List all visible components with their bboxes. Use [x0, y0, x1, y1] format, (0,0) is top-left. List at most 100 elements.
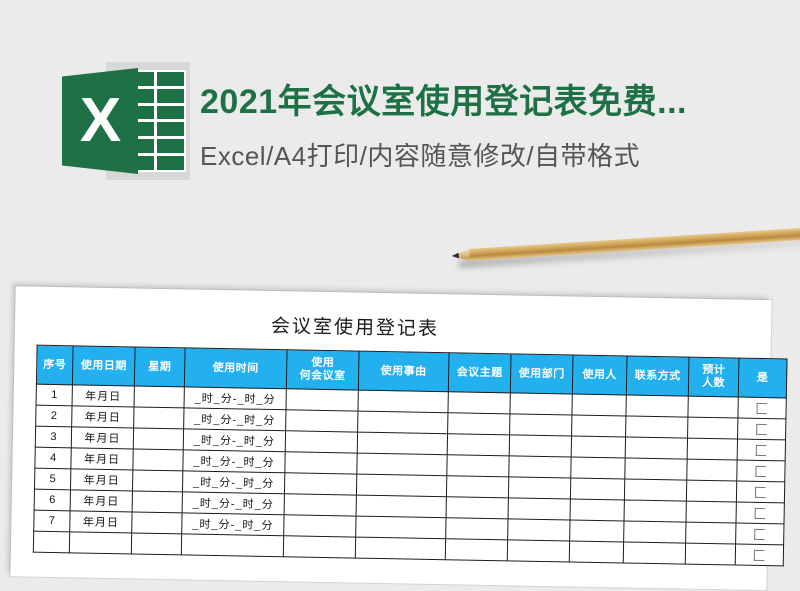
spreadsheet-page: 会议室使用登记表 序号 使用日期 星期 使用时间 使用 何会议室 使用事由 [10, 286, 788, 591]
cell-flag [735, 523, 784, 545]
cell-user [570, 456, 626, 479]
cell-reason [357, 390, 449, 413]
cell-department [508, 455, 572, 478]
cell-topic [447, 391, 511, 414]
cell-reason [357, 411, 448, 434]
cell-serial: 4 [34, 447, 72, 469]
cell-use-time: _时_分-_时_分 [183, 407, 286, 431]
cell-use-time: _时_分-_时_分 [182, 470, 285, 494]
col-header-headcount: 预计 人数 [688, 357, 740, 398]
cell-which-room [283, 535, 356, 559]
cell-user [571, 436, 626, 458]
cell-headcount [687, 396, 739, 419]
cell-serial: 1 [36, 384, 73, 406]
col-header-which-room: 使用 何会议室 [286, 349, 360, 391]
checkbox-icon[interactable] [756, 423, 768, 435]
cell-reason [355, 516, 447, 539]
pencil-lead [452, 253, 459, 259]
col-header-which-room-line2: 何会议室 [299, 369, 346, 383]
cell-weekday [134, 385, 185, 408]
col-header-department: 使用部门 [510, 353, 574, 395]
cell-contact [624, 478, 687, 502]
col-header-topic: 会议主题 [448, 352, 512, 393]
cell-use-date: 年月日 [70, 447, 134, 470]
cell-which-room [285, 388, 359, 412]
cell-department [507, 539, 570, 562]
cell-department [507, 518, 571, 541]
cell-topic [446, 475, 509, 498]
cell-user [570, 477, 625, 500]
cell-headcount [687, 417, 738, 440]
cell-which-room [284, 451, 358, 475]
cell-serial: 7 [33, 510, 71, 532]
col-header-flag: 是 [738, 358, 788, 398]
checkbox-icon[interactable] [754, 486, 767, 498]
cell-use-date: 年月日 [71, 426, 134, 449]
cell-use-date: 年月日 [69, 510, 133, 533]
cell-user [571, 415, 626, 437]
cell-user [571, 394, 627, 416]
cell-weekday [131, 532, 182, 555]
cell-flag [736, 481, 785, 503]
excel-logo-letter: X [79, 86, 121, 155]
page-title: 2021年会议室使用登记表免费... [200, 83, 687, 121]
col-header-serial: 序号 [36, 345, 74, 385]
cell-contact [623, 541, 686, 565]
cell-headcount [685, 501, 737, 524]
cell-contact [625, 415, 688, 439]
cell-use-date: 年月日 [70, 468, 133, 491]
cell-flag [735, 502, 785, 524]
cell-topic [445, 517, 509, 540]
cell-reason [356, 495, 447, 518]
cell-topic [446, 454, 510, 477]
cell-headcount [685, 522, 736, 545]
cell-flag [737, 397, 787, 419]
cell-contact [624, 499, 687, 523]
cell-reason [356, 453, 448, 476]
cell-use-time [181, 533, 284, 557]
spreadsheet-preview: 会议室使用登记表 序号 使用日期 星期 使用时间 使用 何会议室 使用事由 [0, 270, 800, 591]
col-header-use-time: 使用时间 [184, 347, 288, 389]
checkbox-icon[interactable] [754, 528, 766, 540]
sheet-document-title: 会议室使用登记表 [270, 315, 440, 341]
checkbox-icon[interactable] [755, 444, 767, 456]
cell-topic [446, 496, 509, 519]
checkbox-icon[interactable] [755, 465, 767, 477]
cell-serial: 3 [35, 426, 72, 448]
cell-headcount [685, 543, 736, 566]
cell-serial: 6 [34, 489, 71, 511]
cell-department [509, 413, 572, 437]
cell-reason [356, 474, 447, 497]
cell-department [509, 392, 573, 416]
cell-flag [737, 439, 786, 461]
col-header-which-room-line1: 使用 [311, 356, 335, 370]
cell-department [509, 434, 572, 457]
cell-use-time: _时_分-_时_分 [181, 512, 285, 536]
cell-serial: 2 [35, 405, 73, 427]
table-body: 1 年月日 _时_分-_时_分 2 年月日 [33, 384, 787, 566]
cell-headcount [686, 480, 737, 503]
cell-weekday [132, 469, 183, 492]
cell-use-time: _时_分-_时_分 [182, 491, 285, 515]
cell-serial: 5 [34, 468, 71, 490]
cell-topic [447, 412, 510, 435]
cell-weekday [132, 448, 184, 471]
cell-flag [735, 544, 784, 566]
cell-contact [623, 520, 686, 544]
cell-user [570, 498, 625, 521]
cell-use-time: _时_分-_时_分 [182, 449, 286, 473]
cell-use-date [69, 531, 132, 554]
cell-topic [447, 433, 510, 456]
cell-contact [625, 394, 689, 418]
cell-weekday [133, 427, 184, 450]
cell-which-room [285, 430, 358, 454]
checkbox-icon[interactable] [756, 402, 768, 414]
cell-user [569, 519, 625, 542]
cell-use-date: 年月日 [70, 489, 133, 512]
cell-use-date: 年月日 [72, 384, 135, 407]
cell-use-date: 年月日 [71, 405, 135, 428]
checkbox-icon[interactable] [754, 507, 766, 519]
checkbox-icon[interactable] [753, 549, 766, 561]
col-header-weekday: 星期 [134, 346, 186, 387]
cell-weekday [131, 511, 183, 534]
